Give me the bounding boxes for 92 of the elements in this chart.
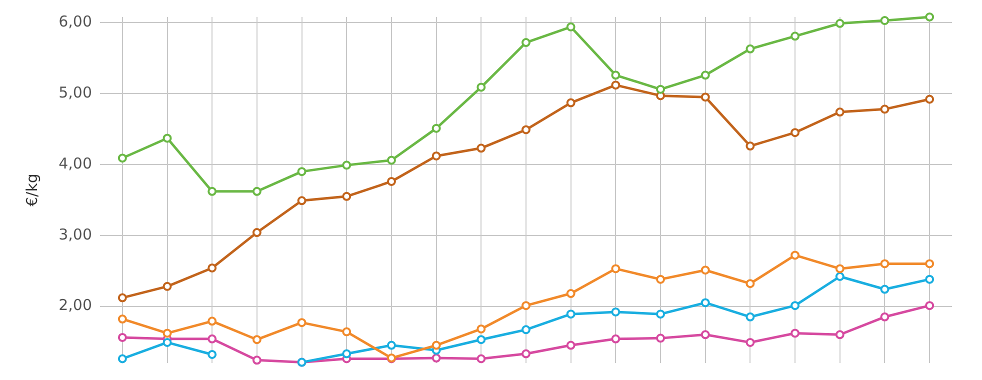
point bbox=[386, 176, 396, 186]
point bbox=[611, 70, 620, 80]
point bbox=[925, 12, 934, 22]
point bbox=[746, 142, 755, 151]
point bbox=[925, 301, 934, 310]
point bbox=[342, 349, 352, 358]
point bbox=[880, 284, 890, 294]
point bbox=[297, 196, 306, 206]
point bbox=[252, 228, 262, 238]
point bbox=[432, 151, 441, 160]
point bbox=[746, 44, 755, 54]
y-tick-label: 2,00 bbox=[58, 296, 92, 314]
point bbox=[522, 325, 530, 334]
point bbox=[118, 314, 127, 324]
point bbox=[700, 70, 710, 80]
point bbox=[656, 84, 666, 94]
point bbox=[880, 16, 890, 26]
point bbox=[611, 334, 620, 344]
point bbox=[880, 312, 890, 322]
point bbox=[476, 324, 486, 334]
point bbox=[835, 108, 844, 117]
point bbox=[566, 98, 576, 108]
point bbox=[208, 263, 217, 272]
point bbox=[476, 354, 486, 364]
point bbox=[476, 144, 486, 153]
point bbox=[252, 335, 262, 344]
point bbox=[342, 327, 352, 336]
point bbox=[118, 154, 127, 163]
point bbox=[432, 340, 441, 350]
point bbox=[522, 349, 530, 358]
point bbox=[432, 124, 441, 133]
y-tick-label: 5,00 bbox=[58, 83, 92, 102]
point bbox=[297, 318, 306, 328]
point bbox=[566, 289, 576, 298]
point bbox=[252, 356, 262, 365]
point bbox=[162, 328, 172, 338]
point bbox=[746, 279, 755, 288]
point bbox=[162, 338, 172, 347]
point bbox=[297, 167, 306, 176]
point bbox=[880, 104, 890, 114]
point bbox=[746, 338, 755, 347]
point bbox=[118, 354, 127, 364]
point bbox=[566, 310, 576, 319]
point bbox=[790, 32, 800, 41]
point bbox=[925, 274, 934, 284]
point bbox=[342, 160, 352, 170]
point bbox=[566, 22, 576, 32]
point bbox=[522, 301, 530, 310]
point bbox=[522, 125, 530, 134]
point bbox=[790, 128, 800, 138]
point bbox=[656, 274, 666, 284]
point bbox=[835, 18, 844, 28]
point bbox=[118, 293, 127, 302]
y-tick-label: 4,00 bbox=[58, 154, 92, 172]
point bbox=[925, 259, 934, 268]
point bbox=[656, 310, 666, 319]
point bbox=[252, 186, 262, 196]
point bbox=[700, 266, 710, 275]
point bbox=[700, 330, 710, 340]
point bbox=[386, 156, 396, 165]
point bbox=[656, 334, 666, 343]
point bbox=[790, 250, 800, 260]
point bbox=[432, 354, 441, 363]
point bbox=[611, 80, 620, 90]
point bbox=[790, 328, 800, 338]
point bbox=[700, 92, 710, 102]
point bbox=[522, 38, 530, 48]
point bbox=[208, 334, 217, 344]
point bbox=[162, 134, 172, 143]
point bbox=[611, 307, 620, 316]
y-axis-title: €/kg bbox=[22, 174, 41, 206]
point bbox=[476, 335, 486, 344]
y-tick-label: 6,00 bbox=[58, 12, 92, 31]
point bbox=[566, 340, 576, 350]
point bbox=[925, 94, 934, 104]
point bbox=[386, 340, 396, 350]
point bbox=[835, 264, 844, 274]
point bbox=[162, 282, 172, 291]
point bbox=[835, 272, 844, 281]
point bbox=[790, 301, 800, 310]
y-tick-label: 3,00 bbox=[58, 225, 92, 244]
point bbox=[700, 298, 710, 308]
point bbox=[835, 330, 844, 340]
point bbox=[611, 264, 620, 274]
point bbox=[208, 186, 217, 196]
point bbox=[746, 312, 755, 322]
point bbox=[476, 82, 486, 92]
point bbox=[208, 350, 217, 359]
point bbox=[118, 332, 127, 342]
point bbox=[208, 316, 217, 326]
point bbox=[342, 192, 352, 201]
point bbox=[880, 259, 890, 268]
